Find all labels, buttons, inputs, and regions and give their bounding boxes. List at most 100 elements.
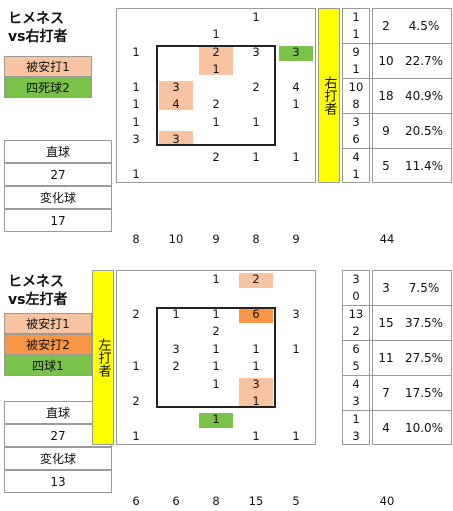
zone-count-bottom: 1 (212, 359, 220, 374)
split-column-frame (342, 270, 370, 445)
zone-count-bottom: 2 (212, 97, 220, 112)
zone-count-bottom: 1 (252, 359, 260, 374)
column-total: 8 (252, 232, 260, 246)
zone-count-top: 1 (252, 341, 260, 356)
row-split-bottom: 1 (352, 167, 360, 182)
zone-count-top: 1 (212, 411, 220, 426)
zone-count-top: 3 (252, 44, 260, 59)
zone-count-top: 1 (252, 149, 260, 164)
zone-count-bottom: 1 (212, 27, 220, 42)
column-total: 9 (212, 232, 220, 246)
zone-count-top: 2 (252, 271, 260, 286)
zone-grid-frame (116, 270, 316, 445)
zone-count-bottom: 1 (292, 97, 300, 112)
row-divider (342, 113, 452, 114)
pitch-type-count: 13 (4, 470, 112, 493)
pitch-type-count: 17 (4, 209, 112, 232)
zone-count-top: 3 (172, 341, 180, 356)
row-split-top: 6 (352, 341, 360, 356)
zone-count-top: 2 (132, 306, 140, 321)
zone-count-bottom: 3 (132, 132, 140, 147)
row-percent: 22.7% (404, 53, 444, 68)
row-split-top: 4 (352, 149, 360, 164)
zone-count-bottom: 1 (132, 167, 140, 182)
row-split-bottom: 0 (352, 289, 360, 304)
highlight-cell (239, 378, 273, 407)
zone-count-bottom: 2 (172, 359, 180, 374)
zone-count-bottom: 1 (252, 394, 260, 409)
total-column-frame (372, 270, 452, 445)
legend-item: 被安打1 (4, 56, 92, 77)
highlight-cell (159, 81, 193, 110)
pitch-type-count: 27 (4, 163, 112, 186)
zone-count-top: 4 (292, 79, 300, 94)
row-total: 18 (378, 88, 394, 103)
row-split-bottom: 1 (352, 62, 360, 77)
zone-count-bottom: 2 (212, 324, 220, 339)
legend-item: 被安打1 (4, 313, 92, 334)
split-column-frame (342, 8, 370, 183)
row-total: 11 (378, 350, 394, 365)
zone-count-top: 3 (172, 79, 180, 94)
zone-count-bottom: 1 (212, 62, 220, 77)
strike-zone (156, 307, 276, 408)
zone-count-top: 1 (172, 306, 180, 321)
row-total: 10 (378, 53, 394, 68)
highlight-cell (239, 308, 273, 323)
column-total: 6 (172, 494, 180, 508)
column-total: 5 (292, 494, 300, 508)
row-split-top: 10 (348, 79, 364, 94)
chart-title-line2: vs左打者 (8, 292, 68, 308)
zone-count-top: 2 (212, 149, 220, 164)
zone-count-bottom: 4 (172, 97, 180, 112)
pitch-type-label: 直球 (4, 140, 112, 163)
row-split-top: 4 (352, 376, 360, 391)
zone-count-top: 1 (212, 306, 220, 321)
chart-title-line1: ヒメネス (8, 274, 64, 290)
row-total: 2 (382, 18, 390, 33)
row-divider (342, 43, 452, 44)
row-split-bottom: 1 (352, 27, 360, 42)
batter-side-bar: 右打者 (318, 8, 340, 183)
column-total: 6 (132, 494, 140, 508)
zone-count-bottom: 2 (132, 394, 140, 409)
pitch-type-label: 変化球 (4, 186, 112, 209)
batter-side-bar: 左打者 (92, 270, 114, 445)
column-total: 8 (132, 232, 140, 246)
row-percent: 40.9% (404, 88, 444, 103)
zone-count-top: 6 (252, 306, 260, 321)
highlight-cell (159, 130, 193, 145)
row-split-bottom: 3 (352, 394, 360, 409)
row-split-bottom: 3 (352, 429, 360, 444)
row-split-bottom: 6 (352, 132, 360, 147)
highlight-cell (279, 46, 313, 61)
row-split-bottom: 2 (352, 324, 360, 339)
row-total: 5 (382, 158, 390, 173)
row-divider (342, 305, 452, 306)
zone-count-bottom: 1 (292, 429, 300, 444)
zone-count-top: 3 (292, 44, 300, 59)
zone-count-top: 1 (292, 149, 300, 164)
row-divider (342, 375, 452, 376)
column-total: 9 (292, 232, 300, 246)
row-split-top: 1 (352, 411, 360, 426)
zone-grid-frame (116, 8, 316, 183)
zone-count-top: 1 (212, 114, 220, 129)
row-split-top: 3 (352, 271, 360, 286)
zone-count-top: 1 (132, 114, 140, 129)
chart-title-line1: ヒメネス (8, 11, 64, 27)
zone-count-top: 1 (132, 79, 140, 94)
zone-count-top: 1 (252, 9, 260, 24)
row-percent: 20.5% (404, 123, 444, 138)
row-split-top: 3 (352, 114, 360, 129)
row-divider (342, 340, 452, 341)
strike-zone (156, 45, 276, 146)
row-split-top: 1 (352, 9, 360, 24)
row-split-top: 13 (348, 306, 364, 321)
legend-item: 四死球2 (4, 77, 92, 98)
row-percent: 27.5% (404, 350, 444, 365)
row-total: 9 (382, 123, 390, 138)
zone-count-top: 1 (212, 341, 220, 356)
zone-count-top: 1 (292, 341, 300, 356)
row-percent: 10.0% (404, 420, 444, 435)
